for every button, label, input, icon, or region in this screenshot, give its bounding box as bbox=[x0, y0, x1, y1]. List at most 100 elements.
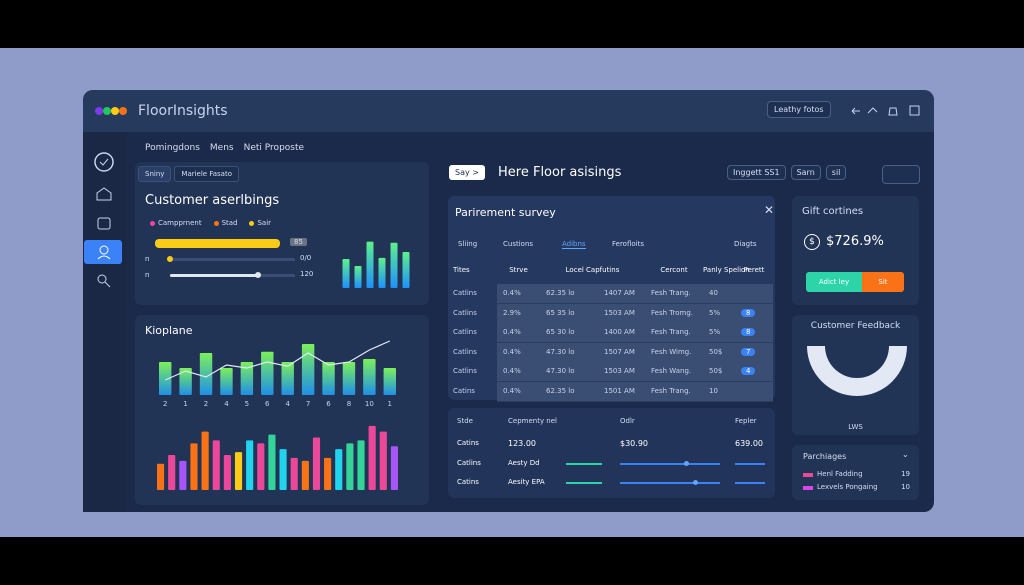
bar bbox=[246, 440, 254, 490]
cell: Catlins bbox=[453, 347, 477, 356]
x-tick-label: 6 bbox=[265, 400, 270, 408]
x-tick-label: 5 bbox=[245, 400, 249, 408]
bar bbox=[378, 257, 386, 288]
nav-item[interactable]: Mens bbox=[209, 143, 234, 153]
x-tick-label: 1 bbox=[388, 400, 392, 408]
knob bbox=[693, 480, 698, 485]
bar bbox=[366, 241, 374, 288]
legend-dot bbox=[150, 220, 155, 226]
menu-button[interactable] bbox=[882, 165, 920, 184]
column-header: Stde bbox=[457, 417, 473, 425]
cell: 0.4% bbox=[503, 347, 521, 356]
toolbar-button[interactable]: sil bbox=[825, 165, 847, 180]
cell: 50$ bbox=[709, 347, 723, 356]
cell: 7 bbox=[741, 347, 756, 356]
cell: Catlins bbox=[453, 367, 477, 375]
button[interactable]: Adict ley bbox=[806, 272, 862, 292]
cell: Catins bbox=[457, 478, 479, 486]
slider bbox=[735, 482, 765, 484]
cell: 123.00 bbox=[508, 439, 536, 448]
legend-label: Campprnent bbox=[158, 219, 202, 227]
x-tick-label: 8 bbox=[347, 400, 351, 408]
tab[interactable]: Adibns bbox=[562, 240, 586, 249]
tab[interactable]: Sniny bbox=[138, 166, 172, 182]
cell: 1501 AM bbox=[604, 386, 635, 395]
knob bbox=[254, 272, 261, 278]
bar bbox=[322, 362, 335, 395]
panel-title: Parirement survey bbox=[455, 206, 556, 219]
purchase-list: Henl Fadding 19 Lexvels Pongaing 10 bbox=[803, 470, 910, 496]
panel-title: Gift cortines bbox=[802, 206, 864, 217]
cell: 10 bbox=[709, 386, 718, 395]
column-header: Fepler bbox=[735, 417, 757, 425]
row-bg bbox=[497, 381, 773, 402]
close-button[interactable]: ✕ bbox=[764, 203, 775, 217]
chevron[interactable]: ⌄ bbox=[902, 450, 909, 459]
cell: Fesh Trang. bbox=[651, 328, 691, 336]
trend-line bbox=[164, 340, 391, 381]
bar bbox=[402, 252, 410, 288]
knob bbox=[167, 256, 173, 262]
bar bbox=[179, 368, 192, 395]
column-header: Locel Capfutins bbox=[565, 266, 620, 274]
toolbar-button[interactable]: Inggett SS1 bbox=[727, 165, 786, 180]
toolbar: Inggett SS1 Sarn sil bbox=[727, 165, 847, 180]
progress-row: n 0/0 bbox=[145, 253, 325, 269]
bar bbox=[223, 455, 231, 490]
cell: 0.4% bbox=[503, 289, 521, 297]
cell: 0.4% bbox=[503, 328, 521, 336]
swatch bbox=[803, 486, 813, 490]
cell: Fesh Trang. bbox=[651, 289, 691, 297]
column-header: Panly Spelion bbox=[703, 266, 750, 274]
slider bbox=[566, 462, 602, 465]
header-button[interactable]: Leathy fotos bbox=[767, 101, 831, 118]
cell: 4 bbox=[741, 367, 756, 375]
tab[interactable]: Sliing bbox=[458, 240, 478, 248]
progress-row: 85 bbox=[145, 237, 325, 253]
button[interactable]: Sit bbox=[862, 272, 904, 292]
x-tick-label: 4 bbox=[224, 400, 229, 408]
bar bbox=[220, 368, 233, 395]
tab[interactable]: Mariele Fasato bbox=[174, 166, 239, 182]
toolbar-button[interactable]: Sarn bbox=[790, 165, 821, 180]
bar bbox=[390, 242, 398, 288]
panel-title: Kioplane bbox=[145, 324, 193, 337]
bar bbox=[201, 431, 209, 490]
bar bbox=[199, 353, 213, 395]
x-tick-label: 10 bbox=[365, 400, 374, 408]
gift-amount: $726.9% bbox=[826, 234, 884, 249]
orders-panel bbox=[448, 408, 775, 498]
bar bbox=[301, 460, 309, 490]
bar bbox=[312, 437, 321, 490]
tab[interactable]: Diagts bbox=[734, 240, 757, 248]
cell: 1503 AM bbox=[604, 367, 635, 375]
say-button[interactable]: Say > bbox=[449, 165, 485, 180]
progress-tag: n bbox=[145, 271, 150, 279]
tabs: Sliing Custions Adibns Ferofloits Diagts bbox=[458, 240, 773, 252]
cell: 0.4% bbox=[503, 386, 521, 395]
tab[interactable]: Ferofloits bbox=[612, 240, 644, 248]
bottom-chart bbox=[157, 425, 398, 490]
tab[interactable]: Custions bbox=[503, 240, 534, 248]
x-tick-label: 2 bbox=[163, 400, 167, 408]
x-tick-label: 2 bbox=[204, 400, 208, 408]
bar bbox=[268, 434, 276, 490]
item-name: Lexvels Pongaing bbox=[817, 483, 878, 491]
bar bbox=[383, 368, 396, 395]
bar bbox=[281, 362, 294, 395]
slider bbox=[735, 462, 765, 465]
cell: Catins bbox=[453, 386, 475, 395]
cell: 8 bbox=[741, 328, 756, 336]
donut bbox=[807, 346, 907, 396]
track bbox=[170, 258, 295, 261]
x-tick-label: 1 bbox=[183, 400, 187, 408]
purchase-item: Lexvels Pongaing 10 bbox=[803, 483, 910, 496]
nav-item[interactable]: Pomingdons bbox=[145, 143, 200, 153]
bar bbox=[257, 443, 265, 490]
cell: Catlins bbox=[457, 458, 481, 467]
legend-entry: Stad bbox=[213, 219, 237, 227]
bar bbox=[157, 463, 165, 490]
bar bbox=[379, 431, 387, 490]
nav-item[interactable]: Neti Proposte bbox=[243, 143, 305, 153]
